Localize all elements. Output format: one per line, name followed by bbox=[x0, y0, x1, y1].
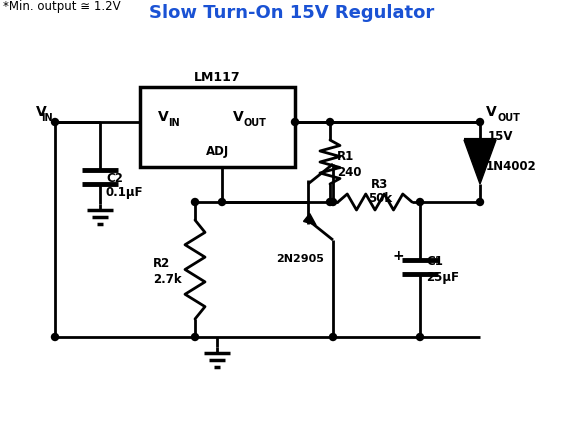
Text: V: V bbox=[233, 110, 244, 124]
Text: R2: R2 bbox=[153, 257, 171, 270]
Text: V: V bbox=[36, 105, 47, 119]
Text: R3: R3 bbox=[371, 178, 388, 191]
Circle shape bbox=[329, 198, 336, 206]
Circle shape bbox=[477, 118, 484, 126]
Text: C2: C2 bbox=[106, 172, 123, 185]
Circle shape bbox=[192, 198, 199, 206]
Text: 50k: 50k bbox=[368, 191, 392, 204]
Circle shape bbox=[291, 118, 298, 126]
Text: ADJ: ADJ bbox=[206, 144, 229, 158]
Bar bbox=[140, 87, 295, 167]
Text: +: + bbox=[392, 248, 404, 263]
Text: LM117: LM117 bbox=[194, 71, 241, 84]
Text: V: V bbox=[486, 105, 497, 119]
Text: OUT: OUT bbox=[497, 113, 520, 123]
Circle shape bbox=[329, 334, 336, 340]
Text: 240: 240 bbox=[337, 165, 361, 178]
Text: 2N2905: 2N2905 bbox=[276, 254, 324, 264]
Text: Slow Turn-On 15V Regulator: Slow Turn-On 15V Regulator bbox=[150, 4, 434, 22]
Text: V: V bbox=[158, 110, 169, 124]
Text: 2.7k: 2.7k bbox=[153, 273, 182, 286]
Circle shape bbox=[477, 198, 484, 206]
Text: *Min. output ≅ 1.2V: *Min. output ≅ 1.2V bbox=[3, 0, 121, 13]
Circle shape bbox=[51, 334, 58, 340]
Polygon shape bbox=[304, 213, 316, 225]
Circle shape bbox=[416, 198, 423, 206]
Circle shape bbox=[192, 334, 199, 340]
Text: 0.1μF: 0.1μF bbox=[106, 186, 144, 199]
Text: OUT: OUT bbox=[244, 118, 267, 128]
Circle shape bbox=[416, 334, 423, 340]
Text: R1: R1 bbox=[337, 149, 354, 162]
Text: 15V: 15V bbox=[488, 130, 513, 143]
Text: C1: C1 bbox=[426, 255, 443, 268]
Circle shape bbox=[326, 198, 333, 206]
Text: IN: IN bbox=[41, 113, 53, 123]
Circle shape bbox=[51, 118, 58, 126]
Text: IN: IN bbox=[168, 118, 180, 128]
Circle shape bbox=[326, 118, 333, 126]
Text: 1N4002: 1N4002 bbox=[486, 159, 537, 172]
Polygon shape bbox=[464, 140, 496, 184]
Text: 25μF: 25μF bbox=[426, 271, 459, 284]
Circle shape bbox=[218, 198, 225, 206]
